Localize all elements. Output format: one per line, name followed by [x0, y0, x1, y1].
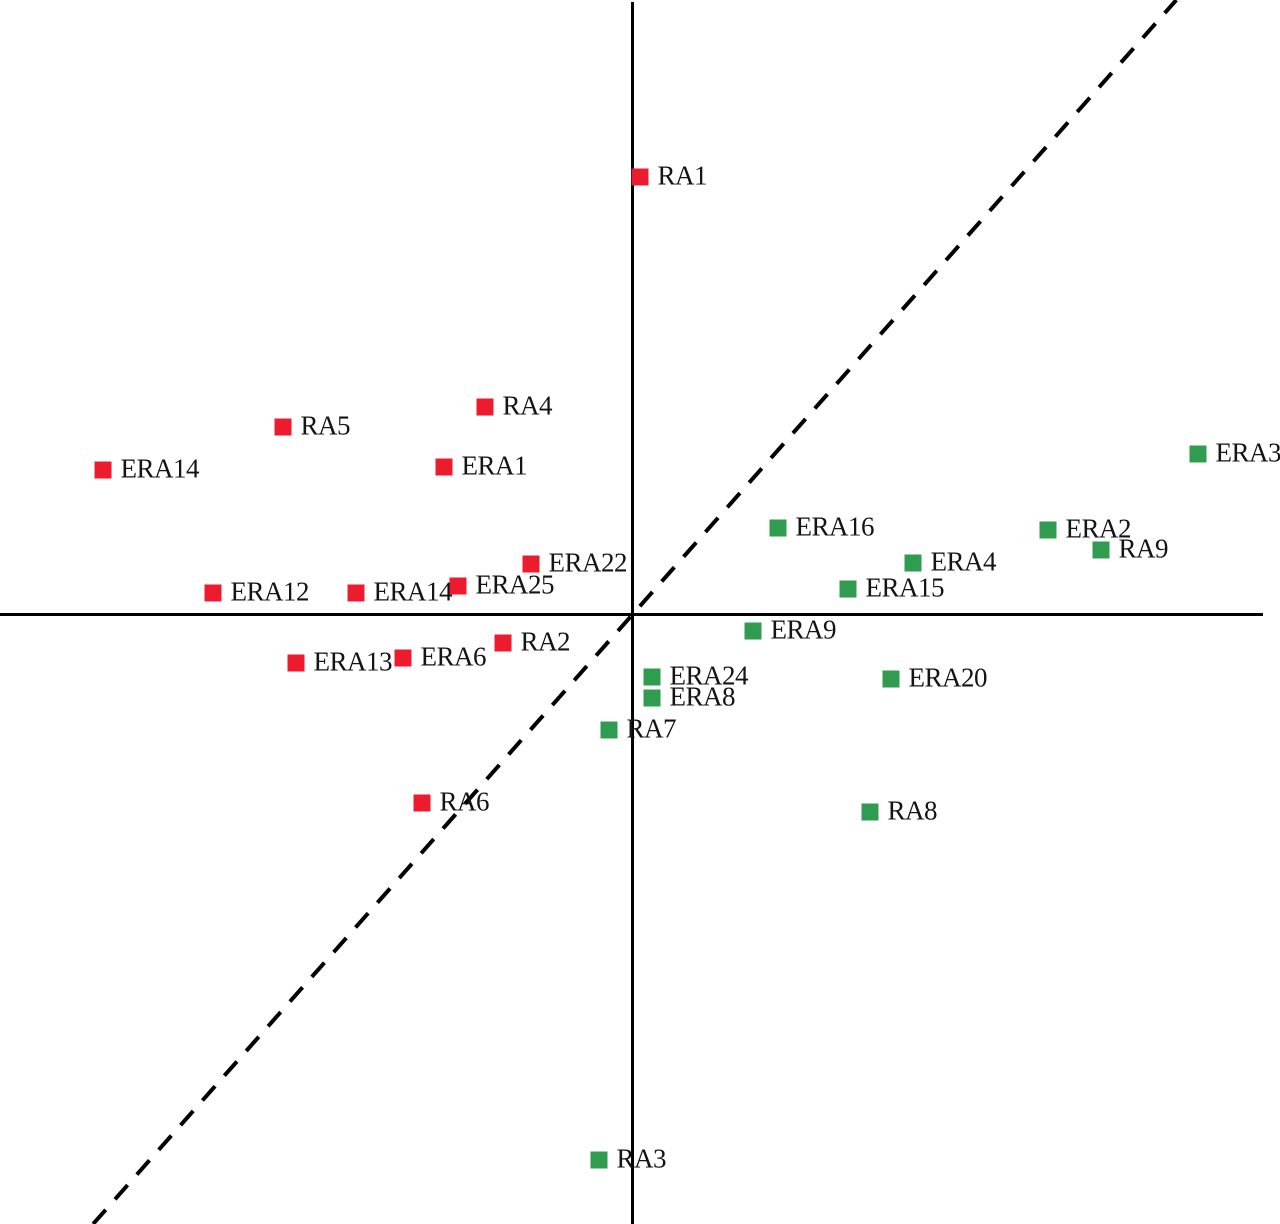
- data-point-label-era22: ERA22: [548, 547, 628, 578]
- data-point-marker-era8: [643, 689, 661, 707]
- data-point-marker-era1: [435, 458, 453, 476]
- data-point-label-era8: ERA8: [669, 681, 736, 712]
- data-point-marker-ra5: [274, 418, 292, 436]
- data-point-marker-ra6: [413, 794, 431, 812]
- data-point-label-era2: ERA2: [1065, 513, 1132, 544]
- data-point-label-era24: ERA24: [669, 660, 749, 691]
- data-point-marker-era20: [882, 670, 900, 688]
- diagonal-dashed-line: [91, 0, 1178, 1224]
- data-point-label-era1: ERA1: [461, 450, 528, 481]
- data-point-marker-era25: [449, 577, 467, 595]
- data-point-label-era4: ERA4: [930, 546, 997, 577]
- data-point-label-ra9: RA9: [1118, 533, 1169, 564]
- data-point-marker-ra1: [631, 168, 649, 186]
- data-point-marker-ra8: [861, 803, 879, 821]
- data-point-label-ra7: RA7: [626, 713, 677, 744]
- data-point-marker-ra3: [590, 1151, 608, 1169]
- data-point-marker-era14: [347, 584, 365, 602]
- data-point-label-era13: ERA13: [313, 646, 393, 677]
- data-point-marker-era6: [394, 649, 412, 667]
- data-point-label-era25: ERA25: [475, 569, 555, 600]
- data-point-label-ra5: RA5: [300, 410, 351, 441]
- data-point-marker-era22: [522, 555, 540, 573]
- data-point-label-era16: ERA16: [795, 511, 875, 542]
- data-point-marker-era24: [643, 668, 661, 686]
- data-point-marker-ra9: [1092, 541, 1110, 559]
- data-point-label-era9: ERA9: [770, 614, 837, 645]
- data-point-label-era20: ERA20: [908, 662, 988, 693]
- data-point-marker-era14: [94, 461, 112, 479]
- data-point-label-era3: ERA3: [1215, 437, 1280, 468]
- data-point-label-ra1: RA1: [657, 160, 708, 191]
- data-point-marker-era13: [287, 654, 305, 672]
- data-point-marker-era16: [769, 519, 787, 537]
- data-point-label-era6: ERA6: [420, 641, 487, 672]
- data-point-marker-ra2: [494, 634, 512, 652]
- data-point-label-ra3: RA3: [616, 1143, 667, 1174]
- data-point-label-ra6: RA6: [439, 786, 490, 817]
- data-point-marker-ra7: [600, 721, 618, 739]
- data-point-marker-era12: [204, 584, 222, 602]
- data-point-marker-era3: [1189, 445, 1207, 463]
- data-point-label-ra2: RA2: [520, 626, 571, 657]
- data-point-label-ra8: RA8: [887, 795, 938, 826]
- data-point-label-era14: ERA14: [373, 576, 453, 607]
- data-point-label-era15: ERA15: [865, 572, 945, 603]
- data-point-label-era12: ERA12: [230, 576, 310, 607]
- data-point-marker-ra4: [476, 398, 494, 416]
- data-point-marker-era4: [904, 554, 922, 572]
- data-point-label-ra4: RA4: [502, 390, 553, 421]
- data-point-marker-era2: [1039, 521, 1057, 539]
- data-point-marker-era15: [839, 580, 857, 598]
- data-point-marker-era9: [744, 622, 762, 640]
- data-point-label-era14: ERA14: [120, 453, 200, 484]
